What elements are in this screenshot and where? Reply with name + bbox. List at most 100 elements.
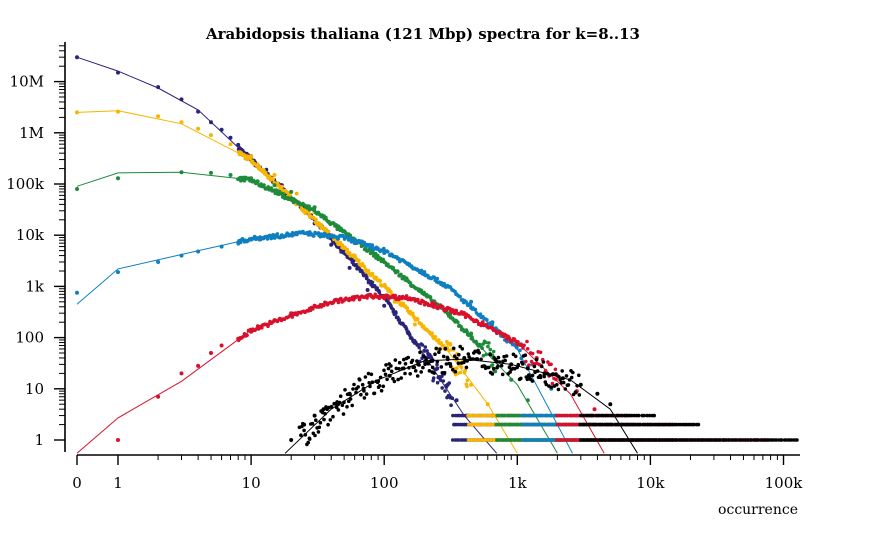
data-point [525,347,530,351]
data-point [441,354,446,359]
data-point [413,369,418,373]
data-point [480,346,485,351]
data-point [532,364,537,369]
data-point [245,157,249,162]
data-point [351,259,356,263]
data-point [538,375,543,380]
data-point [519,376,523,381]
data-point [249,155,253,160]
data-point [572,422,577,427]
data-point [456,361,461,366]
data-point [591,413,595,418]
data-point [525,377,530,382]
fit-line-1 [76,110,518,454]
data-point [448,343,453,347]
data-point [357,258,361,263]
data-point [448,364,453,369]
data-point [365,275,369,280]
data-point [323,412,327,416]
series-layer [75,55,799,454]
data-point [342,400,346,405]
data-point [326,229,331,234]
data-point [116,270,120,275]
data-point [421,365,425,370]
data-point [430,331,434,336]
y-tick-label: 100 [15,329,44,347]
data-point [465,384,469,389]
data-point [454,398,459,403]
data-point [627,413,631,418]
data-point [331,414,335,419]
data-point [255,324,260,328]
data-point [368,384,372,389]
data-point [437,338,441,342]
data-point [275,232,280,236]
data-point [535,369,540,373]
data-point [228,173,233,177]
data-point [322,303,326,308]
data-point [245,333,249,338]
data-point [272,173,277,177]
x-tick-label: 1 [113,474,123,492]
data-point [674,438,679,442]
x-axis-title: occurrence [718,502,798,518]
data-point [475,319,480,324]
fit-line-4 [76,295,605,454]
data-point [460,347,465,351]
data-point [595,391,600,396]
data-point [393,358,398,362]
data-point [362,389,366,393]
data-point [571,370,575,375]
data-point [565,413,569,418]
data-point [303,433,308,437]
data-point [313,433,317,438]
data-point [447,381,452,385]
data-point [417,345,422,350]
data-point [509,377,514,382]
data-point [404,327,409,332]
data-point [774,438,779,442]
data-point [435,276,440,281]
data-point [360,382,365,387]
data-point [538,350,543,355]
data-point [606,413,610,418]
data-point [522,343,526,348]
data-point [415,359,419,363]
data-point [394,311,398,315]
data-point [424,357,428,361]
data-point [484,352,489,357]
data-point [569,375,574,380]
data-point [553,367,558,372]
data-point [311,234,316,238]
data-point [389,290,393,294]
data-point [265,237,270,241]
data-point [300,424,304,429]
data-point [363,375,368,379]
data-point [447,348,451,353]
data-point [471,357,476,361]
data-point [219,127,224,132]
data-point [306,440,311,445]
data-point [490,363,495,367]
ticks-layer: 1 10 100 1k 10k 100k 1M 10M 0 1 10 100 1k 10k 100k [6,45,803,492]
data-point [415,374,420,378]
data-point [610,422,614,427]
data-point [449,403,453,408]
data-point [530,379,535,383]
data-point [549,413,554,418]
data-point [560,369,564,373]
data-point [525,366,530,371]
data-point [422,354,426,359]
data-point [432,371,436,375]
data-point [366,269,371,273]
data-point [310,421,315,426]
data-point [709,438,713,442]
y-tick-label: 1 [34,431,44,449]
data-point [271,177,276,181]
data-point [554,372,558,376]
data-point [316,430,321,434]
data-point [340,403,345,408]
data-point [383,372,388,377]
data-point [463,368,468,373]
data-point [577,393,582,397]
